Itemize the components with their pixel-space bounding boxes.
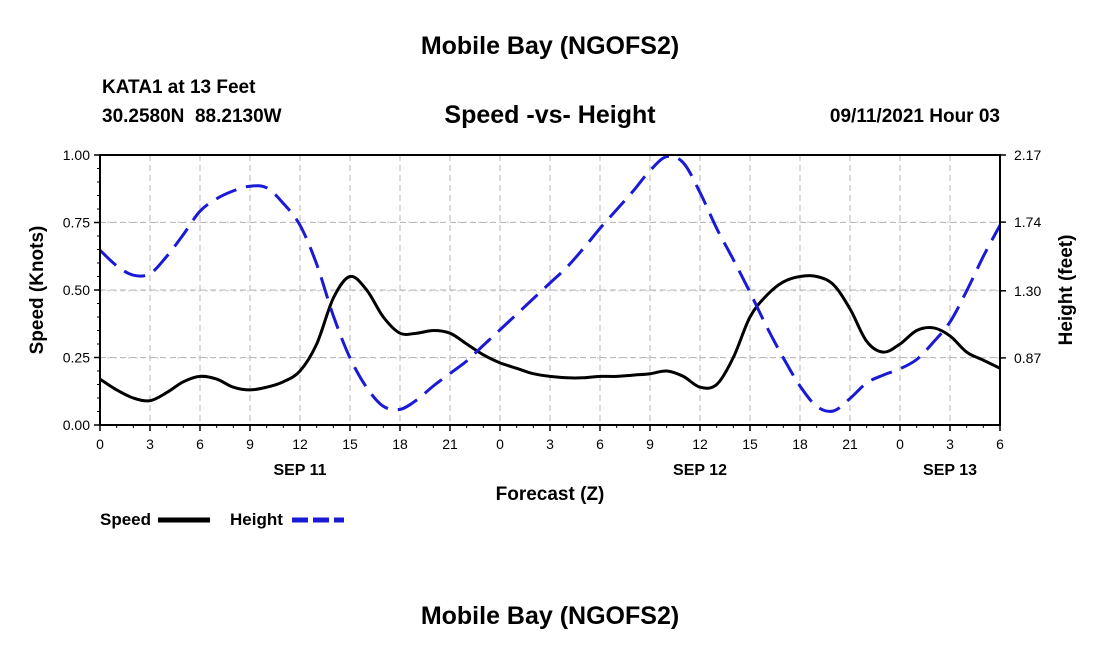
station-coordinates: 30.2580N 88.2130W [102, 106, 282, 127]
x-tick-label: 21 [442, 436, 458, 452]
x-date-label: SEP 12 [673, 462, 727, 479]
chart-title: Speed -vs- Height [444, 101, 656, 129]
x-tick-label: 9 [246, 436, 254, 452]
y-right-tick-label: 0.87 [1014, 350, 1041, 366]
x-axis-title: Forecast (Z) [496, 484, 605, 505]
legend: Speed Height [100, 510, 344, 529]
axis-layer: 0 3 6 9 12 15 18 21 0 3 6 9 12 15 18 21 0 3 6 SEP 11 SEP 12 S… [63, 147, 1042, 479]
legend-label-speed: Speed [100, 510, 151, 529]
x-tick-label: 6 [196, 436, 204, 452]
y-left-tick-label: 0.75 [63, 215, 90, 231]
x-tick-label: 0 [496, 436, 504, 452]
page-title-top: Mobile Bay (NGOFS2) [420, 32, 680, 60]
forecast-timestamp: 09/11/2021 Hour 03 [829, 106, 1000, 127]
x-tick-label: 15 [342, 436, 358, 452]
x-tick-label: 9 [646, 436, 654, 452]
x-tick-label: 6 [596, 436, 604, 452]
x-tick-label: 12 [692, 436, 708, 452]
y-axis-right-title: Height (feet) [1056, 235, 1077, 346]
series-line-height [98, 154, 1002, 413]
y-left-tick-label: 0.25 [63, 350, 90, 366]
legend-label-height: Height [230, 510, 283, 529]
x-tick-label: 6 [996, 436, 1004, 452]
station-label: KATA1 at 13 Feet [102, 77, 256, 98]
x-tick-label: 18 [792, 436, 808, 452]
x-tick-label: 3 [546, 436, 554, 452]
x-tick-label: 18 [392, 436, 408, 452]
x-tick-label: 0 [96, 436, 104, 452]
x-tick-label: 3 [146, 436, 154, 452]
y-right-tick-label: 2.17 [1014, 147, 1041, 163]
x-tick-label: 3 [946, 436, 954, 452]
x-tick-label: 12 [292, 436, 308, 452]
x-tick-label: 15 [742, 436, 758, 452]
y-right-tick-label: 1.74 [1014, 214, 1041, 230]
y-left-tick-label: 0.50 [63, 282, 90, 298]
series-line-speed [99, 274, 1001, 403]
grid-layer [100, 155, 1000, 425]
x-date-label: SEP 11 [273, 462, 326, 479]
y-right-tick-label: 1.30 [1014, 283, 1041, 299]
y-axis-left-title: Speed (Knots) [27, 226, 48, 355]
x-tick-label: 21 [842, 436, 858, 452]
x-tick-label: 0 [896, 436, 904, 452]
y-left-tick-label: 0.00 [63, 417, 90, 433]
y-left-tick-label: 1.00 [63, 147, 90, 163]
x-date-label: SEP 13 [923, 462, 977, 479]
series-layer [98, 154, 1002, 413]
page-title-bottom: Mobile Bay (NGOFS2) [420, 602, 680, 630]
